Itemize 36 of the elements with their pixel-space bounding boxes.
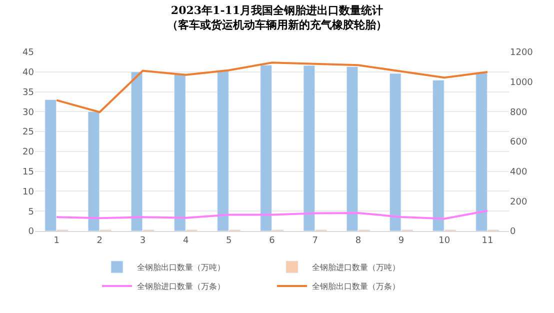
y2-tick-label: 600 xyxy=(510,138,528,148)
y2-tick-label: 0 xyxy=(510,227,516,238)
x-tick-label: 2 xyxy=(96,236,103,246)
y2-tick-label: 800 xyxy=(510,108,528,118)
x-tick-label: 7 xyxy=(312,236,318,246)
x-tick-label: 5 xyxy=(226,236,232,246)
x-tick-label: 6 xyxy=(269,236,276,246)
line-series xyxy=(56,210,488,220)
y-tick-label: 10 xyxy=(22,187,34,198)
y2-tick-label: 200 xyxy=(510,197,528,208)
y-tick-label: 5 xyxy=(28,207,34,218)
x-tick-label: 3 xyxy=(140,236,146,246)
y-tick-label: 35 xyxy=(22,88,34,98)
chart-subtitle: （客车或货运机动车辆用新的充气橡胶轮胎） xyxy=(167,18,387,32)
legend-label: 全钢胎出口数量（万吨） xyxy=(137,263,225,272)
x-tick-label: 4 xyxy=(182,236,189,246)
y-tick-label: 20 xyxy=(22,148,34,158)
y-tick-label: 30 xyxy=(22,108,34,118)
x-tick-label: 9 xyxy=(398,236,404,246)
y-tick-label: 40 xyxy=(22,68,34,78)
y2-tick-label: 400 xyxy=(510,167,528,178)
legend-label: 全钢胎出口数量（万条） xyxy=(312,282,400,292)
chart-title: 2023年1-11月我国全钢胎进出口数量统计 xyxy=(170,4,384,18)
x-tick-label: 11 xyxy=(482,236,494,246)
legend-label: 全钢胎进口数量（万吨） xyxy=(312,263,400,272)
y-tick-label: 45 xyxy=(22,48,34,58)
y2-tick-label: 1000 xyxy=(510,78,534,88)
y2-tick-label: 1200 xyxy=(510,48,534,58)
x-tick-label: 10 xyxy=(438,236,450,246)
y-tick-label: 15 xyxy=(22,167,34,178)
x-tick-label: 8 xyxy=(355,236,362,246)
y-tick-label: 0 xyxy=(28,227,34,238)
x-tick-label: 1 xyxy=(54,236,60,246)
line-series xyxy=(56,62,488,114)
legend-label: 全钢胎进口数量（万条） xyxy=(137,282,225,292)
y-tick-label: 25 xyxy=(22,128,34,138)
